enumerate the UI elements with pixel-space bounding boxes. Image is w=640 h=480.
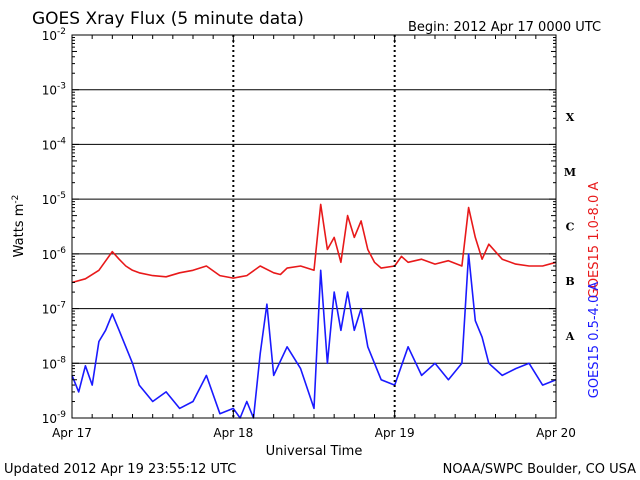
x-tick-label: Apr 20 xyxy=(536,426,576,440)
x-axis-label: Universal Time xyxy=(266,444,363,459)
y-tick-base: 10 xyxy=(42,303,57,317)
y-tick-label: 10-9 xyxy=(42,410,67,426)
y-axis-label-exponent: -2 xyxy=(11,195,21,204)
chart-title: GOES Xray Flux (5 minute data) xyxy=(32,9,304,29)
y-tick-exponent: -3 xyxy=(57,82,66,92)
grid-lines xyxy=(72,89,556,364)
y-tick-label: 10-2 xyxy=(42,27,66,43)
y-tick-base: 10 xyxy=(42,248,57,262)
series-short-wavelength xyxy=(71,253,557,419)
credit-label: NOAA/SWPC Boulder, CO USA xyxy=(443,462,636,477)
updated-timestamp: Updated 2012 Apr 19 23:55:12 UTC xyxy=(4,462,236,477)
flare-class-m: M xyxy=(564,166,576,179)
y-tick-exponent: -9 xyxy=(57,410,66,420)
y-tick-label: 10-6 xyxy=(42,246,67,262)
x-tick-label: Apr 19 xyxy=(375,426,415,440)
plot-frame xyxy=(71,34,557,419)
y-tick-base: 10 xyxy=(42,412,57,426)
flare-class-c: C xyxy=(566,221,575,234)
y-tick-label: 10-3 xyxy=(42,82,66,98)
y-tick-base: 10 xyxy=(42,84,57,98)
x-tick-label: Apr 18 xyxy=(213,426,253,440)
y-tick-exponent: -5 xyxy=(57,191,66,201)
begin-time-label: Begin: 2012 Apr 17 0000 UTC xyxy=(408,20,601,35)
y-axis-label: Watts m-2 xyxy=(11,195,27,258)
svg-text:Watts m-2: Watts m-2 xyxy=(11,195,27,258)
y-tick-label: 10-7 xyxy=(42,301,66,317)
y-tick-exponent: -7 xyxy=(57,301,66,311)
y-axis-label-text: Watts m xyxy=(12,204,27,258)
series-long-wavelength xyxy=(71,203,557,284)
y-tick-exponent: -6 xyxy=(57,246,66,256)
y-tick-base: 10 xyxy=(42,357,57,371)
flare-class-b: B xyxy=(565,275,574,288)
y-tick-base: 10 xyxy=(42,138,57,152)
x-axis-ticks: Apr 17 Apr 18 Apr 19 Apr 20 xyxy=(52,35,576,440)
y-tick-base: 10 xyxy=(42,29,57,43)
flare-class-x: X xyxy=(566,111,575,124)
flare-class-labels: X M C B A xyxy=(564,111,576,343)
x-tick-label: Apr 17 xyxy=(52,426,92,440)
series-layer xyxy=(71,203,557,419)
y-tick-exponent: -8 xyxy=(57,355,66,365)
legend-series-long: GOES15 1.0-8.0 A xyxy=(587,182,602,299)
y-tick-base: 10 xyxy=(42,193,57,207)
flare-class-a: A xyxy=(565,330,575,343)
y-tick-label: 10-4 xyxy=(42,136,67,152)
day-separators xyxy=(232,35,396,418)
y-tick-label: 10-8 xyxy=(42,355,67,371)
legend-series-short: GOES15 0.5-4.0 A xyxy=(587,282,602,399)
y-tick-exponent: -2 xyxy=(57,27,66,37)
y-tick-exponent: -4 xyxy=(57,136,66,146)
y-tick-label: 10-5 xyxy=(42,191,66,207)
